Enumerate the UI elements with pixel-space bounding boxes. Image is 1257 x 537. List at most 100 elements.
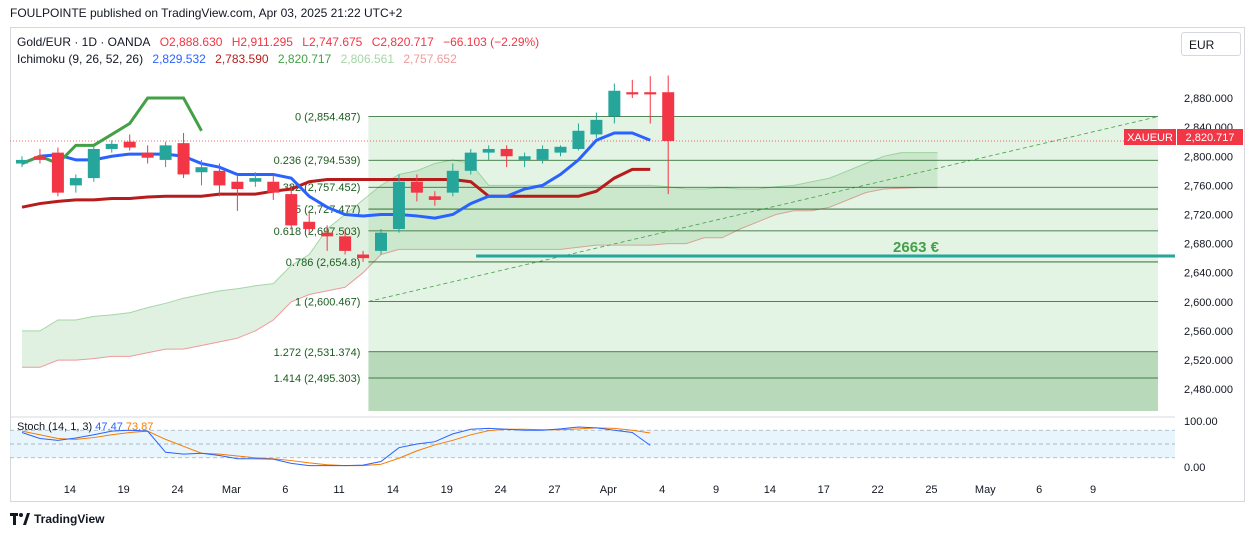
- price-tag-symbol: XAUEUR: [1127, 132, 1173, 144]
- tenkan-sen-line: [21, 131, 651, 220]
- x-axis-tick-label: 14: [64, 484, 76, 496]
- x-axis-tick-label: 4: [659, 484, 665, 496]
- candle-body: [303, 221, 316, 230]
- candle-body: [446, 170, 459, 193]
- symbol-legend: Gold/EUR · 1D · OANDA O2,888.630 H2,911.…: [17, 35, 545, 49]
- candle-body: [213, 170, 226, 186]
- y-axis-tick-label: 2,520.000: [1184, 355, 1233, 367]
- ichimoku-cloud: [22, 152, 938, 368]
- kijun-value: 2,783.590: [215, 52, 269, 66]
- x-axis-tick-label: May: [975, 484, 996, 496]
- candle-body: [626, 92, 639, 95]
- candle-body: [572, 130, 585, 149]
- candle-body: [482, 148, 495, 153]
- candle-body: [69, 178, 82, 186]
- x-axis-tick-label: Apr: [600, 484, 617, 496]
- candle-body: [464, 152, 477, 171]
- y-axis-tick-label: 2,800.000: [1184, 151, 1233, 163]
- price-tag-value-bg: [1177, 129, 1243, 145]
- candle-body: [590, 119, 603, 135]
- ichimoku-legend: Ichimoku (9, 26, 52, 26) 2,829.532 2,783…: [17, 52, 463, 66]
- fib-level-label: 1.272 (2,531.374): [274, 347, 361, 359]
- price-tag-symbol-bg: [1124, 129, 1176, 145]
- x-axis-tick-label: 19: [118, 484, 130, 496]
- tradingview-brand[interactable]: TradingView: [10, 512, 104, 526]
- currency-button[interactable]: EUR: [1181, 32, 1241, 56]
- candle-body: [51, 152, 64, 193]
- x-axis-tick-label: 14: [387, 484, 399, 496]
- x-axis-tick-label: 22: [871, 484, 883, 496]
- close-value: C2,820.717: [371, 35, 434, 49]
- open-value: O2,888.630: [159, 35, 223, 49]
- candle-body: [141, 152, 154, 158]
- chart-frame: [10, 27, 1245, 502]
- fib-extension-zone: [368, 351, 1158, 411]
- tradingview-logo-icon: [10, 513, 30, 525]
- stoch-legend: Stoch (14, 1, 3) 47.47 73.87: [17, 421, 153, 433]
- x-axis-tick-label: 6: [1036, 484, 1042, 496]
- x-axis-tick-label: 14: [764, 484, 776, 496]
- low-value: L2,747.675: [302, 35, 363, 49]
- fib-zone: [368, 116, 1158, 411]
- fib-level-label: 0.382 (2,757.452): [274, 182, 361, 194]
- candle-body: [518, 156, 531, 160]
- fib-level-label: 0 (2,854.487): [295, 112, 360, 124]
- stoch-axis-label: 100.00: [1184, 416, 1218, 428]
- high-value: H2,911.295: [231, 35, 293, 49]
- fib-level-label: 1 (2,600.467): [295, 296, 360, 308]
- y-axis-tick-label: 2,600.000: [1184, 297, 1233, 309]
- y-axis-tick-label: 2,680.000: [1184, 239, 1233, 251]
- fib-trend-line: [368, 116, 1159, 302]
- symbol-name[interactable]: Gold/EUR · 1D · OANDA: [17, 35, 151, 49]
- fib-level-label: 0.236 (2,794.539): [274, 155, 361, 167]
- stoch-d-value: 73.87: [125, 421, 154, 433]
- x-axis-tick-label: 27: [548, 484, 560, 496]
- candle-body: [554, 146, 567, 153]
- candle-body: [500, 148, 513, 157]
- candle-body: [321, 232, 334, 237]
- price-tag-value: 2,820.717: [1186, 132, 1235, 144]
- candle-body: [662, 92, 675, 141]
- candle-body: [16, 159, 28, 164]
- tenkan-value: 2,829.532: [152, 52, 206, 66]
- kijun-sen-line: [21, 167, 651, 209]
- candle-body: [410, 181, 423, 193]
- ichimoku-label[interactable]: Ichimoku (9, 26, 52, 26): [17, 52, 144, 66]
- candle-body: [428, 196, 441, 200]
- support-annotation: 2663 €: [893, 239, 940, 256]
- publisher-line: FOULPOINTE published on TradingView.com,…: [10, 6, 403, 20]
- y-axis-tick-label: 2,760.000: [1184, 180, 1233, 192]
- y-axis-tick-label: 2,560.000: [1184, 326, 1233, 338]
- chikou-value: 2,820.717: [277, 52, 332, 66]
- span-a-value: 2,806.561: [340, 52, 395, 66]
- stoch-k-value: 47.47: [95, 421, 123, 433]
- y-axis-tick-label: 2,480.000: [1184, 384, 1233, 396]
- candle-body: [375, 232, 387, 251]
- fib-level-label: 1.414 (2,495.303): [274, 373, 361, 385]
- brand-text: TradingView: [34, 512, 105, 526]
- candle-body: [195, 167, 208, 173]
- stoch-label[interactable]: Stoch (14, 1, 3): [17, 421, 93, 433]
- y-axis-tick-label: 2,640.000: [1184, 268, 1233, 280]
- stoch-k-line: [21, 426, 651, 467]
- candle-body: [177, 143, 190, 175]
- candle-body: [536, 148, 549, 160]
- candle-body: [644, 92, 657, 95]
- y-axis-tick-label: 2,880.000: [1184, 93, 1233, 105]
- x-axis-tick-label: 19: [441, 484, 453, 496]
- candle-body: [87, 148, 100, 179]
- candle-body: [339, 236, 352, 251]
- change-value: −66.103 (−2.29%): [443, 35, 540, 49]
- x-axis-tick-label: 17: [818, 484, 830, 496]
- candle-body: [608, 90, 621, 117]
- x-axis-tick-label: 6: [282, 484, 288, 496]
- x-axis-tick-label: 9: [713, 484, 719, 496]
- stoch-axis-label: 0.00: [1184, 462, 1205, 474]
- candle-body: [267, 181, 280, 193]
- x-axis-tick-label: 11: [333, 484, 344, 496]
- x-axis-tick-label: 24: [495, 484, 507, 496]
- x-axis-tick-label: 24: [171, 484, 183, 496]
- candle-body: [231, 181, 244, 190]
- fib-level-label: 0.786 (2,654.8): [286, 257, 361, 269]
